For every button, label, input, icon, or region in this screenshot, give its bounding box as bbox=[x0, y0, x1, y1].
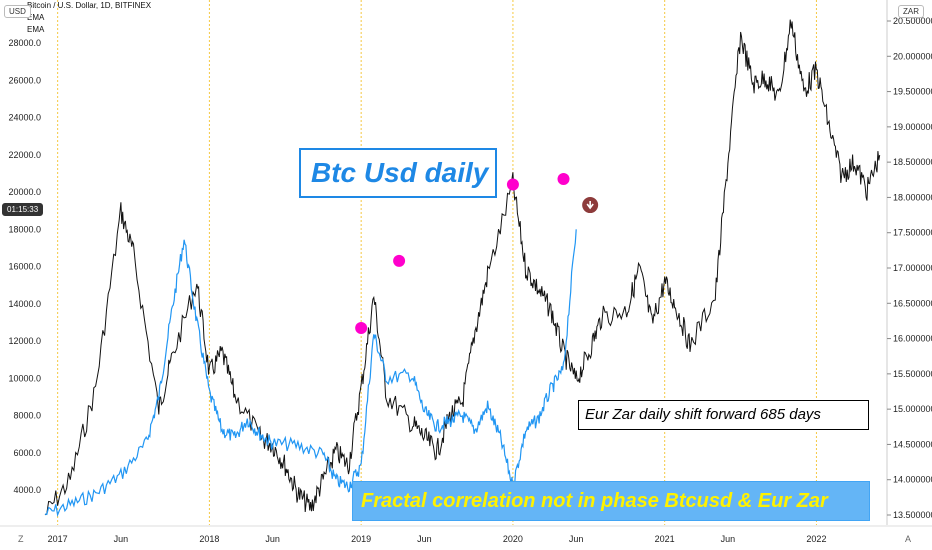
left-tick-label: 28000.0 bbox=[8, 38, 41, 48]
symbol-title[interactable]: Bitcoin / U.S. Dollar, 1D, BITFINEX bbox=[27, 1, 152, 10]
left-tick-label: 14000.0 bbox=[8, 299, 41, 309]
year-separators bbox=[57, 0, 817, 525]
x-axis: 2017 Jun 2018 Jun 2019 Jun 2020 Jun 2021 Jun 2022 bbox=[0, 525, 932, 544]
left-currency-button[interactable]: USD bbox=[4, 5, 31, 18]
eurzar-line bbox=[44, 19, 881, 516]
series-btc bbox=[44, 229, 577, 518]
peak-marker-1 bbox=[355, 321, 368, 334]
x-tick-label: 2017 bbox=[48, 534, 68, 544]
btc-line bbox=[44, 229, 577, 518]
x-tick-label: Jun bbox=[569, 534, 584, 544]
left-tick-label: 4000.0 bbox=[13, 485, 41, 495]
right-tick-label: 17.000000 bbox=[893, 263, 932, 273]
left-tick-label: 16000.0 bbox=[8, 262, 41, 272]
right-axis: 13.500000 14.000000 14.500000 15.000000 15.5… bbox=[886, 0, 932, 525]
auto-scale-button[interactable]: A bbox=[905, 534, 912, 544]
down-arrow-glyph bbox=[586, 201, 594, 210]
indicator-ema-1[interactable]: EMA bbox=[27, 13, 45, 22]
right-currency-button[interactable]: ZAR bbox=[898, 5, 924, 18]
right-tick-label: 15.500000 bbox=[893, 369, 932, 379]
left-tick-label: 10000.0 bbox=[8, 373, 41, 383]
indicator-ema-2[interactable]: EMA bbox=[27, 25, 45, 34]
right-tick-label: 20.500000 bbox=[893, 16, 932, 26]
annotation-title: Btc Usd daily bbox=[299, 148, 497, 198]
right-tick-label: 16.500000 bbox=[893, 298, 932, 308]
right-tick-label: 13.500000 bbox=[893, 510, 932, 520]
x-tick-label: Jun bbox=[417, 534, 432, 544]
x-tick-label: 2021 bbox=[655, 534, 675, 544]
annotation-bottom: Fractal correlation not in phase Btcusd … bbox=[352, 481, 870, 521]
right-tick-label: 18.500000 bbox=[893, 157, 932, 167]
annotation-note: Eur Zar daily shift forward 685 days bbox=[578, 400, 869, 430]
x-tick-label: Jun bbox=[265, 534, 280, 544]
left-tick-label: 12000.0 bbox=[8, 336, 41, 346]
chart-legend: Bitcoin / U.S. Dollar, 1D, BITFINEX EMA … bbox=[27, 0, 151, 36]
left-tick-label: 20000.0 bbox=[8, 187, 41, 197]
peak-marker-3 bbox=[506, 178, 519, 191]
left-axis: 4000.0 6000.0 8000.0 10000.0 12000.0 14000.0 1… bbox=[8, 38, 41, 495]
left-tick-label: 6000.0 bbox=[13, 448, 41, 458]
x-tick-label: 2019 bbox=[351, 534, 371, 544]
right-tick-label: 14.500000 bbox=[893, 439, 932, 449]
left-tick-label: 26000.0 bbox=[8, 75, 41, 85]
peak-markers bbox=[355, 172, 599, 334]
x-tick-label: Jun bbox=[721, 534, 736, 544]
left-tick-label: 24000.0 bbox=[8, 113, 41, 123]
x-tick-label: 2022 bbox=[806, 534, 826, 544]
right-tick-label: 19.000000 bbox=[893, 122, 932, 132]
right-tick-label: 18.000000 bbox=[893, 192, 932, 202]
right-tick-label: 17.500000 bbox=[893, 228, 932, 238]
x-tick-label: 2018 bbox=[199, 534, 219, 544]
peak-marker-4 bbox=[557, 172, 570, 185]
right-tick-label: 14.000000 bbox=[893, 475, 932, 485]
left-tick-label: 22000.0 bbox=[8, 150, 41, 160]
right-tick-label: 15.000000 bbox=[893, 404, 932, 414]
price-countdown-tag: 01:15:33 bbox=[2, 203, 44, 216]
x-tick-label: 2020 bbox=[503, 534, 523, 544]
right-tick-label: 20.000000 bbox=[893, 51, 932, 61]
left-tick-label: 8000.0 bbox=[13, 411, 41, 421]
series-eurzar bbox=[44, 19, 881, 516]
right-tick-label: 19.500000 bbox=[893, 87, 932, 97]
right-tick-label: 16.000000 bbox=[893, 334, 932, 344]
left-tick-label: 18000.0 bbox=[8, 224, 41, 234]
left-scale-button[interactable]: Z bbox=[18, 534, 24, 544]
peak-marker-2 bbox=[393, 254, 406, 267]
x-tick-label: Jun bbox=[114, 534, 129, 544]
